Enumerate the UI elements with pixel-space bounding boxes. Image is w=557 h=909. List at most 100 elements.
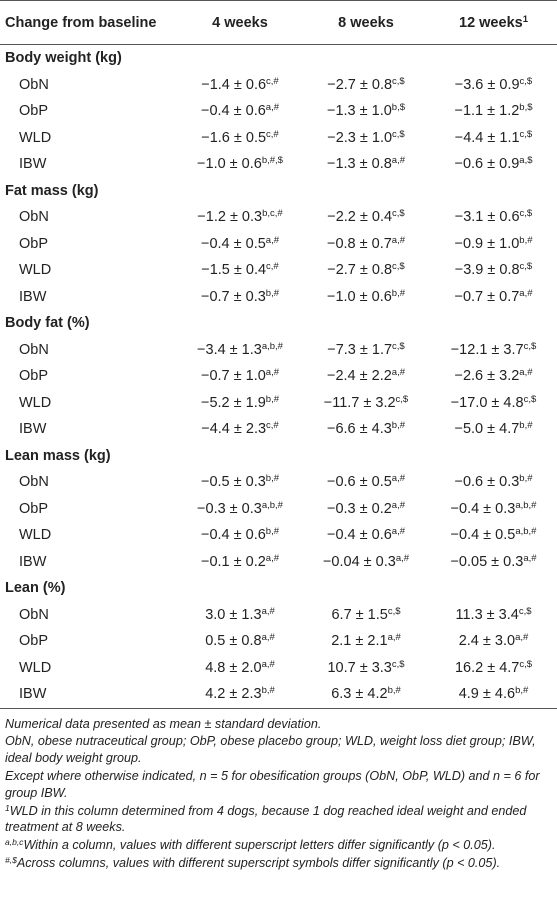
cell-significance-mark: c,$ xyxy=(395,393,409,405)
cell-value: −4.4 ± 1.1 xyxy=(454,129,520,146)
cell-significance-mark: c,$ xyxy=(519,128,533,140)
table-cell: −5.0 ± 4.7b,# xyxy=(430,416,557,443)
cell-value: 4.8 ± 2.0 xyxy=(205,659,262,676)
row-group-label: ObN xyxy=(19,209,49,226)
cell-significance-mark: b,# xyxy=(265,393,279,405)
row-group-label: ObP xyxy=(19,633,49,650)
cell-value: −2.7 ± 0.8 xyxy=(327,76,393,93)
cell-value: −1.6 ± 0.5 xyxy=(201,129,267,146)
table-row: IBW 4.2 ± 2.3b,# 6.3 ± 4.2b,# 4.9 ± 4.6b,# xyxy=(0,681,557,709)
cell-significance-mark: a,b,# xyxy=(515,526,537,538)
cell-significance-mark: a,# xyxy=(391,526,405,538)
cell-value: −0.05 ± 0.3 xyxy=(450,553,524,570)
header-12-weeks-footnote-mark: 1 xyxy=(522,13,528,25)
cell-significance-mark: a,# xyxy=(391,473,405,485)
table-cell: 4.8 ± 2.0a,# xyxy=(178,655,302,682)
cell-value: −0.4 ± 0.5 xyxy=(450,527,516,544)
cell-value: −1.4 ± 0.6 xyxy=(201,76,267,93)
table-row: WLD −1.5 ± 0.4c,# −2.7 ± 0.8c,$ −3.9 ± 0.8c… xyxy=(0,257,557,284)
cell-value: −0.5 ± 0.3 xyxy=(200,474,266,491)
table-row: IBW −1.0 ± 0.6b,#,$ −1.3 ± 0.8a,# −0.6 ± 0.… xyxy=(0,151,557,178)
cell-value: −0.3 ± 0.2 xyxy=(326,500,392,517)
table-cell: −0.5 ± 0.3b,# xyxy=(178,469,302,496)
cell-significance-mark: a,# xyxy=(391,234,405,246)
row-group-label: ObP xyxy=(19,235,49,252)
row-group-label: ObN xyxy=(19,341,49,358)
row-group-label: ObN xyxy=(19,606,49,623)
table-row: IBW −0.7 ± 0.3b,# −1.0 ± 0.6b,# −0.7 ± 0.7a… xyxy=(0,284,557,311)
table-cell: −0.04 ± 0.3a,# xyxy=(302,549,430,576)
table-cell: −0.7 ± 0.7a,# xyxy=(430,284,557,311)
cell-value: −7.3 ± 1.7 xyxy=(327,341,393,358)
footnote-wld-mark: 1 xyxy=(5,802,10,813)
section-title: Body weight (kg) xyxy=(5,50,122,67)
cell-value: −17.0 ± 4.8 xyxy=(450,394,524,411)
cell-significance-mark: c,$ xyxy=(392,75,405,87)
row-group-label: ObN xyxy=(19,474,49,491)
cell-value: 0.5 ± 0.8 xyxy=(205,633,262,650)
row-group-label: ObP xyxy=(19,500,49,517)
row-group-label: WLD xyxy=(19,129,52,146)
cell-value: −1.3 ± 0.8 xyxy=(326,156,392,173)
table-row: IBW −4.4 ± 2.3c,# −6.6 ± 4.3b,# −5.0 ± 4.7b… xyxy=(0,416,557,443)
footnote-letters: a,b,cWithin a column, values with differ… xyxy=(5,837,552,854)
table-cell: 10.7 ± 3.3c,$ xyxy=(302,655,430,682)
cell-significance-mark: a,# xyxy=(265,552,279,564)
section-header-row: Lean (%) xyxy=(0,575,557,602)
cell-significance-mark: c,$ xyxy=(523,393,537,405)
table-cell: −1.5 ± 0.4c,# xyxy=(178,257,302,284)
footnote-symbols-text: Across columns, values with different su… xyxy=(16,856,501,871)
cell-value: −1.0 ± 0.6 xyxy=(197,156,262,173)
cell-value: −0.4 ± 0.3 xyxy=(450,500,516,517)
cell-significance-mark: a,# xyxy=(261,632,275,644)
row-group-label: IBW xyxy=(19,288,47,305)
cell-significance-mark: c,$ xyxy=(519,208,533,220)
table-row: ObP 0.5 ± 0.8a,# 2.1 ± 2.1a,# 2.4 ± 3.0a,# xyxy=(0,628,557,655)
table-cell: −0.4 ± 0.6a,# xyxy=(178,98,302,125)
header-8-weeks: 8 weeks xyxy=(302,0,430,45)
header-12-weeks: 12 weeks1 xyxy=(430,0,557,45)
table-row: ObN −0.5 ± 0.3b,# −0.6 ± 0.5a,# −0.6 ± 0.3b… xyxy=(0,469,557,496)
table-cell: −1.1 ± 1.2b,$ xyxy=(430,98,557,125)
cell-value: −3.9 ± 0.8 xyxy=(454,262,520,279)
cell-value: −4.4 ± 2.3 xyxy=(201,421,267,438)
cell-significance-mark: c,# xyxy=(266,128,279,140)
cell-significance-mark: a,# xyxy=(391,499,405,511)
table-cell: −4.4 ± 1.1c,$ xyxy=(430,125,557,152)
table-cell: −5.2 ± 1.9b,# xyxy=(178,390,302,417)
table-container: Change from baseline 4 weeks 8 weeks 12 … xyxy=(0,0,557,871)
table-row: ObP −0.3 ± 0.3 a,b,# −0.3 ± 0.2a,# −0.4 ± 0.… xyxy=(0,496,557,523)
table-cell: −3.6 ± 0.9c,$ xyxy=(430,72,557,99)
table-row: WLD −1.6 ± 0.5c,# −2.3 ± 1.0 c,$ −4.4 ± 1.1c… xyxy=(0,125,557,152)
table-cell: −0.6 ± 0.3b,# xyxy=(430,469,557,496)
cell-significance-mark: a,# xyxy=(265,102,279,114)
table-cell: 6.3 ± 4.2b,# xyxy=(302,681,430,709)
table-header: Change from baseline 4 weeks 8 weeks 12 … xyxy=(0,0,557,45)
footnote-letters-mark: a,b,c xyxy=(5,837,24,848)
table-cell: 2.4 ± 3.0a,# xyxy=(430,628,557,655)
cell-value: −2.3 ± 1.0 xyxy=(327,129,393,146)
row-group-label: ObP xyxy=(19,368,49,385)
table-cell: −2.2 ± 0.4c,$ xyxy=(302,204,430,231)
cell-significance-mark: b,# xyxy=(265,473,279,485)
cell-significance-mark: a,# xyxy=(391,155,405,167)
table-cell: −0.8 ± 0.7a,# xyxy=(302,231,430,258)
cell-significance-mark: c,$ xyxy=(519,75,533,87)
section-title: Lean (%) xyxy=(5,580,66,597)
section-header-row: Lean mass (kg) xyxy=(0,443,557,470)
cell-significance-mark: a,# xyxy=(523,552,537,564)
cell-value: −0.3 ± 0.3 xyxy=(197,500,262,517)
cell-significance-mark: c,$ xyxy=(392,208,405,220)
cell-significance-mark: a,b,# xyxy=(515,499,537,511)
cell-significance-mark: b,$ xyxy=(391,102,405,114)
section-header-row: Fat mass (kg) xyxy=(0,178,557,205)
table-row: WLD 4.8 ± 2.0a,# 10.7 ± 3.3c,$ 16.2 ± 4.7c,… xyxy=(0,655,557,682)
cell-significance-mark: c,# xyxy=(266,75,279,87)
cell-value: −0.7 ± 0.7 xyxy=(454,288,520,305)
table-row: WLD −5.2 ± 1.9b,# −11.7 ± 3.2c,$ −17.0 ± 4.… xyxy=(0,390,557,417)
header-change-from-baseline: Change from baseline xyxy=(0,0,178,45)
table-cell: 11.3 ± 3.4c,$ xyxy=(430,602,557,629)
table-cell: −1.0 ± 0.6b,# xyxy=(302,284,430,311)
header-12-weeks-label: 12 weeks xyxy=(459,14,523,31)
cell-significance-mark: c,$ xyxy=(392,261,405,273)
